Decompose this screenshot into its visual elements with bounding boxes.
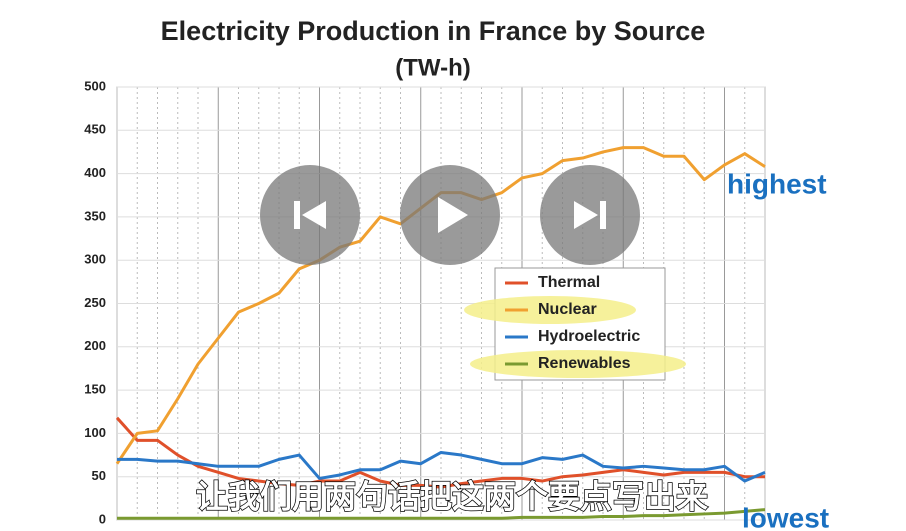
highlight [470, 350, 686, 378]
series-line [117, 508, 766, 520]
chart-title: Electricity Production in France by Sour… [161, 16, 706, 46]
y-tick-label: 150 [84, 382, 106, 397]
legend-label: Nuclear [538, 301, 597, 318]
series-line [117, 450, 766, 483]
previous-button[interactable] [260, 165, 360, 265]
y-tick-label: 0 [99, 511, 106, 526]
y-tick-label: 100 [84, 425, 106, 440]
icon [438, 197, 468, 233]
legend: Thermal Nuclear Hydroelectric Renewables [464, 267, 686, 381]
y-tick-label: 350 [84, 208, 106, 223]
legend-label: Renewables [538, 355, 631, 372]
icon [600, 201, 606, 229]
play-button[interactable] [400, 165, 500, 265]
y-tick-label: 450 [84, 122, 106, 137]
legend-label: Thermal [538, 274, 600, 291]
video-caption: 让我们用两句话把这两个要点写出来 [196, 478, 708, 514]
y-tick-label: 400 [84, 165, 106, 180]
highlight [464, 296, 636, 324]
series-line [115, 416, 765, 489]
icon [302, 201, 326, 229]
chart-subtitle: (TW-h) [395, 54, 470, 81]
annotation: highest [727, 168, 827, 199]
annotation: lowest [742, 502, 829, 531]
y-tick-label: 250 [84, 295, 106, 310]
legend-label: Hydroelectric [538, 328, 640, 345]
y-tick-label: 200 [84, 338, 106, 353]
icon [294, 201, 300, 229]
y-tick-label: 500 [84, 78, 106, 93]
y-tick-label: 300 [84, 252, 106, 267]
icon [574, 201, 598, 229]
player-controls [260, 165, 640, 265]
y-tick-label: 50 [92, 468, 106, 483]
next-button[interactable] [540, 165, 640, 265]
